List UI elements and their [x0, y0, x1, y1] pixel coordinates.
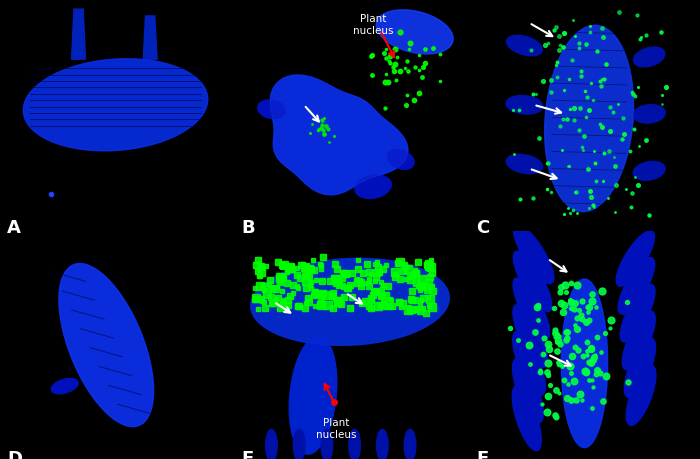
- Polygon shape: [622, 311, 655, 370]
- Polygon shape: [266, 429, 277, 459]
- Polygon shape: [289, 336, 337, 454]
- Text: D: D: [7, 450, 22, 459]
- Polygon shape: [405, 429, 416, 459]
- Polygon shape: [513, 251, 552, 312]
- Polygon shape: [377, 10, 453, 54]
- Polygon shape: [23, 59, 208, 151]
- Polygon shape: [71, 9, 85, 59]
- Polygon shape: [626, 365, 656, 425]
- Polygon shape: [506, 154, 542, 174]
- Polygon shape: [377, 10, 453, 54]
- Polygon shape: [355, 175, 391, 199]
- Polygon shape: [59, 263, 153, 426]
- Polygon shape: [616, 231, 654, 286]
- Polygon shape: [377, 429, 388, 459]
- Polygon shape: [545, 25, 634, 212]
- Polygon shape: [513, 278, 550, 340]
- Polygon shape: [633, 105, 665, 123]
- Polygon shape: [251, 258, 449, 345]
- Polygon shape: [251, 258, 449, 345]
- Polygon shape: [512, 358, 543, 423]
- Text: A: A: [7, 218, 21, 237]
- Text: F: F: [476, 450, 488, 459]
- Polygon shape: [51, 378, 78, 394]
- Polygon shape: [634, 47, 665, 67]
- Polygon shape: [258, 100, 285, 119]
- Polygon shape: [321, 429, 332, 459]
- Polygon shape: [270, 75, 408, 195]
- Polygon shape: [270, 75, 408, 195]
- Polygon shape: [512, 385, 541, 451]
- Polygon shape: [388, 150, 414, 169]
- Polygon shape: [514, 224, 554, 284]
- Text: Plant
nucleus: Plant nucleus: [353, 14, 393, 36]
- Text: E: E: [241, 450, 253, 459]
- Text: Plant
nucleus: Plant nucleus: [316, 418, 356, 440]
- Polygon shape: [512, 331, 545, 395]
- Text: B: B: [241, 218, 255, 237]
- Polygon shape: [561, 279, 608, 448]
- Polygon shape: [513, 305, 547, 367]
- Polygon shape: [349, 429, 361, 459]
- Polygon shape: [293, 429, 305, 459]
- Text: C: C: [476, 218, 489, 237]
- Polygon shape: [506, 95, 542, 114]
- Polygon shape: [545, 25, 634, 212]
- Polygon shape: [507, 35, 542, 56]
- Polygon shape: [634, 162, 665, 180]
- Polygon shape: [620, 285, 655, 342]
- Polygon shape: [144, 16, 157, 59]
- Polygon shape: [624, 338, 655, 397]
- Polygon shape: [23, 59, 208, 151]
- Polygon shape: [561, 279, 608, 448]
- Polygon shape: [59, 263, 153, 426]
- Polygon shape: [618, 257, 654, 314]
